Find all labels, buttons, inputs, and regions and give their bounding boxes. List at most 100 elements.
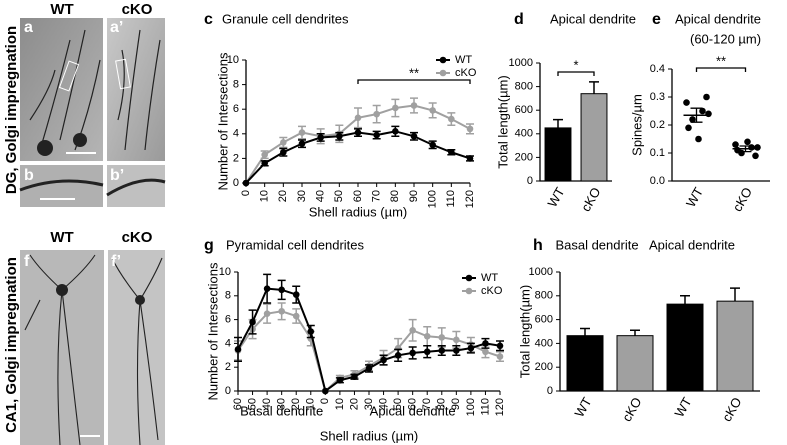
data-point	[409, 327, 416, 334]
x-tick-label: cKO	[578, 185, 604, 214]
significance-bracket	[557, 71, 595, 76]
bar	[566, 335, 604, 392]
significance-label: **	[716, 53, 726, 68]
data-point	[438, 334, 446, 341]
x-tick-label: 80	[389, 190, 401, 202]
x-tick-label: 40	[377, 398, 389, 410]
error-bar	[690, 107, 703, 123]
data-point	[263, 310, 271, 317]
data-point	[423, 348, 431, 356]
legend-label: WT	[481, 272, 498, 284]
y-tick-label: 6	[233, 103, 239, 115]
data-point	[689, 116, 696, 123]
panel-letter: g	[204, 237, 214, 254]
data-point	[683, 99, 690, 106]
column-header: cKO	[122, 1, 153, 18]
data-point	[380, 356, 387, 364]
inset-box	[58, 60, 80, 92]
column-header: cKO	[122, 229, 153, 246]
data-point	[292, 312, 300, 320]
y-tick-label: 0	[225, 385, 231, 397]
column-header: WT	[50, 1, 73, 18]
y-tick-label: 8	[233, 79, 239, 91]
x-tick-label: 110	[445, 190, 457, 208]
data-point	[482, 348, 489, 356]
data-point	[410, 102, 418, 109]
panel-letter: a’	[110, 19, 123, 36]
data-point	[298, 140, 306, 147]
panel-letter: b	[24, 167, 34, 184]
significance-bracket	[695, 67, 747, 72]
y-tick-label: 0.3	[650, 91, 665, 103]
x-tick-label: 40	[315, 190, 327, 202]
data-point	[354, 129, 362, 136]
panel-letter: e	[652, 11, 661, 28]
data-point	[699, 107, 706, 115]
x-tick-label: 30	[276, 398, 288, 410]
group-label: Apical dendrite	[649, 237, 735, 252]
y-tick-label: 0	[527, 175, 533, 187]
chart-title: Granule cell dendrites	[222, 11, 349, 26]
x-tick-label: 110	[479, 398, 491, 416]
y-tick-label: 600	[535, 314, 553, 326]
x-tick-label: WT	[544, 185, 567, 210]
micrograph-block: DG, Golgi impregnation WT cKO a a’ b b’ …	[3, 1, 166, 445]
data-point	[438, 347, 446, 354]
panel-letter: f	[24, 253, 30, 270]
series-line	[245, 130, 471, 184]
x-tick-label: WT	[671, 395, 694, 420]
data-point	[392, 128, 399, 135]
error-bar	[580, 327, 590, 336]
x-tick-label: 70	[421, 398, 433, 410]
data-point	[322, 387, 329, 395]
x-tick-label: 30	[363, 398, 375, 410]
x-tick-label: 40	[261, 398, 273, 410]
panel-letter: b’	[110, 167, 124, 184]
data-point	[685, 124, 692, 132]
error-bar	[630, 329, 640, 336]
data-point	[336, 132, 343, 140]
panel-letter: h	[533, 237, 543, 254]
group-label: Basal dendrite	[240, 403, 323, 418]
bar	[616, 335, 654, 392]
column-header: WT	[50, 229, 73, 246]
data-point	[317, 134, 324, 141]
x-tick-label: cKO	[719, 395, 745, 424]
y-tick-label: 200	[535, 361, 553, 373]
x-tick-label: WT	[571, 395, 594, 420]
data-point	[280, 139, 287, 146]
data-point	[429, 107, 436, 114]
dendrites	[24, 254, 163, 445]
data-point	[298, 129, 306, 136]
y-axis-label: Spines/µm	[629, 94, 644, 156]
soma	[56, 284, 68, 296]
data-point	[261, 151, 268, 159]
y-tick-label: 800	[515, 81, 533, 93]
y-tick-label: 400	[515, 128, 533, 140]
data-point	[354, 114, 362, 122]
data-point	[752, 152, 759, 160]
x-tick-label: cKO	[619, 395, 645, 424]
axis-line	[671, 69, 770, 182]
data-point	[365, 365, 373, 372]
data-point	[429, 141, 436, 149]
series-line	[237, 310, 501, 393]
x-tick-label: 60	[232, 398, 244, 410]
x-tick-label: 120	[464, 190, 476, 208]
data-point	[307, 328, 315, 335]
legend-marker	[465, 274, 473, 282]
y-tick-label: 10	[227, 54, 239, 66]
data-point	[292, 291, 300, 298]
bar	[580, 93, 608, 182]
x-tick-label: 0	[319, 398, 331, 404]
y-tick-label: 10	[219, 266, 231, 278]
data-point	[482, 340, 489, 347]
data-point	[448, 115, 455, 123]
significance-bracket	[357, 79, 471, 84]
dendrites	[19, 29, 166, 197]
chart-title: Pyramidal cell dendrites	[226, 237, 365, 252]
y-tick-label: 1000	[529, 266, 553, 278]
data-point	[263, 285, 271, 292]
data-point	[754, 144, 761, 151]
micrograph	[107, 165, 165, 207]
